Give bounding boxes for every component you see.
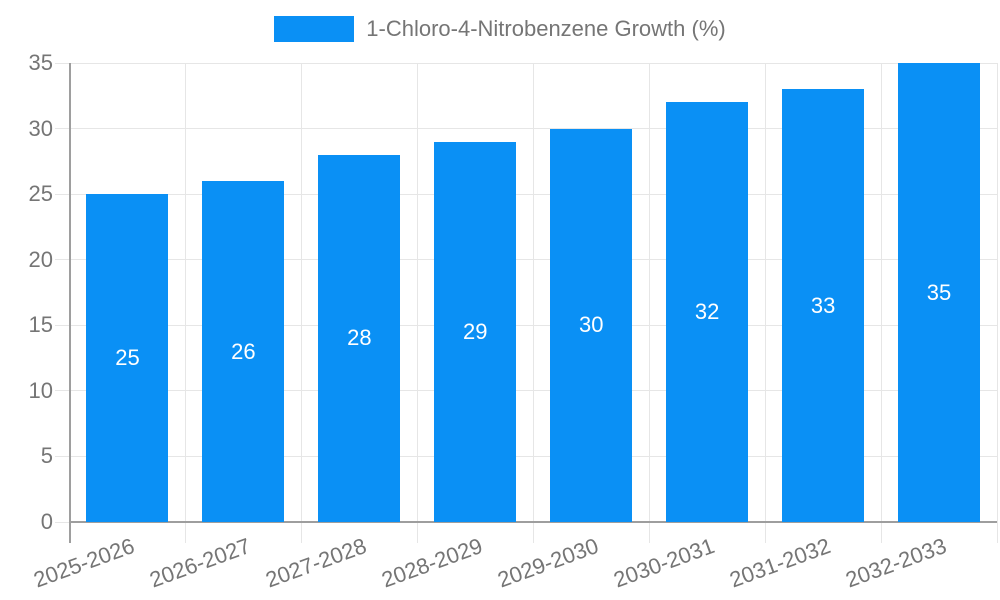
y-gridline <box>55 62 997 64</box>
y-axis-tick-label: 10 <box>28 377 53 403</box>
legend-item[interactable]: 1-Chloro-4-Nitrobenzene Growth (%) <box>274 16 726 42</box>
bar[interactable] <box>434 141 517 522</box>
x-axis-tick-label: 2025-2026 <box>30 533 139 593</box>
y-axis-tick-label: 15 <box>28 312 53 338</box>
y-axis-tick-label: 20 <box>28 246 53 272</box>
y-axis-tick-label: 25 <box>28 181 53 207</box>
y-axis-tick-label: 30 <box>28 115 53 141</box>
y-gridline <box>55 259 997 261</box>
x-gridline <box>532 63 534 543</box>
legend-swatch-icon <box>274 16 355 42</box>
bar[interactable] <box>898 63 981 522</box>
y-gridline <box>55 193 997 195</box>
bar[interactable] <box>782 89 865 522</box>
x-gridline <box>764 63 766 543</box>
y-axis-tick-label: 5 <box>40 443 53 469</box>
x-gridline <box>648 63 650 543</box>
y-gridline <box>55 390 997 392</box>
x-gridline <box>300 63 302 543</box>
x-axis-tick-label: 2031-2032 <box>726 533 834 593</box>
bar[interactable] <box>318 154 401 522</box>
legend-label: 1-Chloro-4-Nitrobenzene Growth (%) <box>366 16 726 41</box>
x-axis-tick-label: 2030-2031 <box>610 533 718 593</box>
x-axis-line <box>68 521 997 523</box>
x-axis-tick-label: 2032-2033 <box>842 533 950 593</box>
x-axis-tick-label: 2026-2027 <box>146 533 254 593</box>
x-axis-tick-label: 2029-2030 <box>494 533 602 593</box>
y-axis-tick-label: 35 <box>28 50 53 75</box>
x-gridline <box>184 63 186 543</box>
x-gridline <box>416 63 418 543</box>
bar[interactable] <box>666 102 749 522</box>
y-gridline <box>55 324 997 326</box>
x-axis-tick-label: 2027-2028 <box>262 533 370 593</box>
y-axis-tick-label: 0 <box>40 509 53 534</box>
bar[interactable] <box>550 128 633 522</box>
legend: 1-Chloro-4-Nitrobenzene Growth (%) <box>0 16 1000 42</box>
y-gridline <box>55 455 997 457</box>
bar[interactable] <box>86 194 169 522</box>
y-gridline <box>55 128 997 130</box>
x-gridline <box>996 63 998 543</box>
x-axis-tick-label: 2028-2029 <box>378 533 486 593</box>
y-axis-line <box>68 63 71 543</box>
x-gridline <box>880 63 882 543</box>
bar[interactable] <box>202 181 285 522</box>
